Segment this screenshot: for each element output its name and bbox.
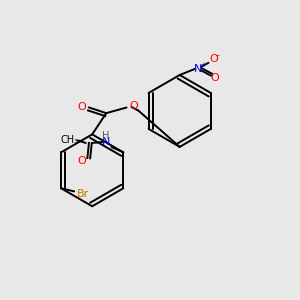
Text: O: O: [77, 156, 86, 166]
Text: +: +: [200, 62, 206, 68]
Text: H: H: [102, 131, 110, 141]
Text: Br: Br: [77, 189, 89, 199]
Text: O: O: [129, 100, 138, 111]
Text: -: -: [216, 50, 220, 60]
Text: O: O: [210, 73, 219, 83]
Text: CH₃: CH₃: [60, 135, 78, 145]
Text: N: N: [102, 137, 110, 147]
Text: O: O: [78, 102, 87, 112]
Text: N: N: [194, 64, 202, 74]
Text: O: O: [210, 54, 218, 64]
